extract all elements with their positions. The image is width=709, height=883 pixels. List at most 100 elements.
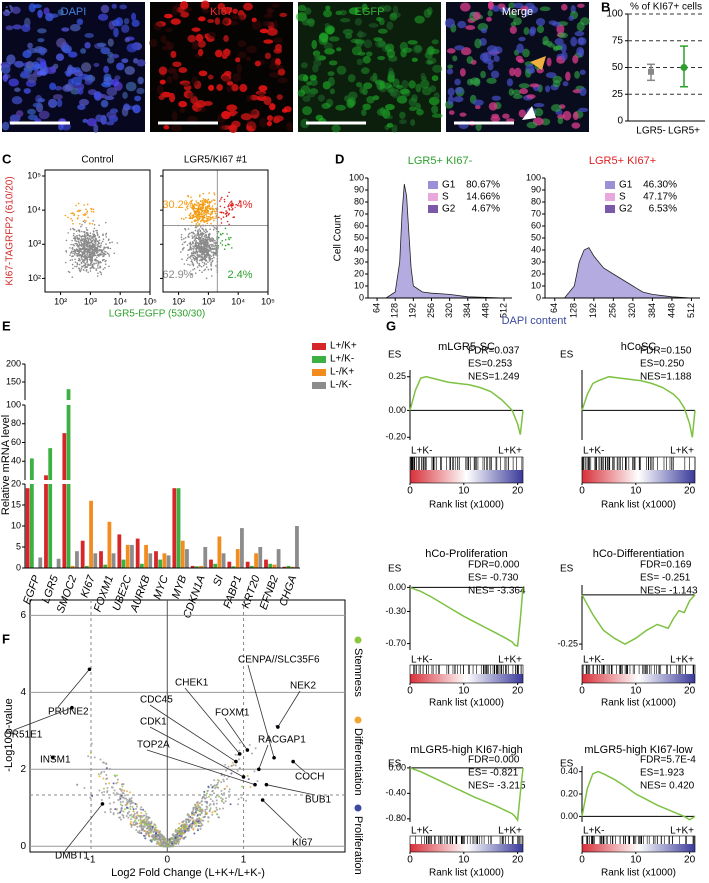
event bbox=[104, 267, 106, 269]
cell bbox=[272, 20, 278, 30]
cell bbox=[411, 94, 418, 103]
event bbox=[203, 252, 205, 255]
cell bbox=[210, 7, 218, 17]
gene-point bbox=[184, 830, 187, 833]
cell bbox=[115, 17, 124, 27]
event bbox=[192, 248, 195, 250]
cell bbox=[480, 27, 488, 34]
event bbox=[102, 238, 105, 241]
gene-point bbox=[276, 725, 280, 729]
gene-point bbox=[112, 801, 115, 804]
cell bbox=[492, 5, 500, 12]
cell bbox=[399, 88, 410, 95]
rank-bar bbox=[410, 470, 523, 483]
event bbox=[208, 249, 211, 252]
cell bbox=[200, 0, 210, 10]
bar bbox=[209, 559, 213, 568]
event bbox=[215, 248, 218, 251]
cell bbox=[386, 49, 396, 58]
gene-point bbox=[207, 816, 210, 819]
statistic: NES= -1.143 bbox=[640, 586, 698, 597]
event bbox=[82, 244, 84, 247]
event bbox=[87, 263, 90, 266]
bar bbox=[240, 528, 244, 568]
x-tick-label: 20 bbox=[512, 855, 524, 866]
y-tick-label: 60 bbox=[531, 220, 541, 230]
event bbox=[77, 229, 80, 231]
gene-point bbox=[253, 770, 256, 773]
legend-dot bbox=[354, 804, 362, 812]
gene-point bbox=[224, 763, 227, 766]
event bbox=[105, 251, 107, 253]
event bbox=[198, 204, 201, 207]
cell bbox=[398, 119, 407, 125]
event bbox=[206, 206, 209, 209]
gene-point bbox=[154, 836, 157, 839]
gene-point bbox=[209, 783, 212, 786]
event bbox=[186, 205, 189, 208]
bar bbox=[125, 544, 130, 568]
event bbox=[208, 204, 211, 206]
gene-point bbox=[173, 842, 176, 845]
gene-point bbox=[171, 842, 174, 845]
event bbox=[193, 216, 195, 219]
cell bbox=[557, 117, 564, 125]
event bbox=[214, 245, 216, 247]
event bbox=[224, 227, 227, 230]
y-tick-label: -0.25 bbox=[557, 638, 578, 648]
event bbox=[100, 244, 102, 246]
cell bbox=[578, 37, 585, 45]
gene-point bbox=[150, 820, 153, 823]
cell bbox=[516, 43, 524, 54]
cell bbox=[374, 80, 386, 85]
gene-point bbox=[176, 833, 179, 836]
gene-point bbox=[132, 810, 135, 813]
axis-label: ES bbox=[388, 564, 402, 575]
label-leader bbox=[224, 717, 248, 751]
event bbox=[78, 269, 81, 272]
event bbox=[198, 237, 201, 240]
event bbox=[74, 253, 76, 256]
event bbox=[86, 248, 88, 251]
event bbox=[89, 235, 91, 238]
gene-point bbox=[140, 808, 143, 811]
cell bbox=[311, 39, 318, 50]
cell bbox=[510, 21, 517, 27]
event bbox=[226, 233, 228, 235]
event bbox=[195, 240, 198, 242]
x-tick-label: 320 bbox=[444, 303, 454, 318]
event bbox=[190, 231, 193, 234]
event bbox=[85, 241, 88, 243]
cell bbox=[336, 47, 342, 52]
cell bbox=[12, 24, 22, 30]
gene-point bbox=[112, 792, 115, 795]
cell bbox=[36, 70, 47, 76]
event bbox=[213, 193, 216, 196]
gene-point bbox=[215, 802, 218, 805]
channel-label: KI67 bbox=[210, 6, 233, 18]
event bbox=[193, 259, 196, 262]
gene-point bbox=[225, 769, 228, 772]
gene-point bbox=[119, 818, 122, 821]
cell bbox=[134, 95, 142, 102]
event bbox=[206, 201, 209, 204]
gene-point bbox=[70, 705, 74, 710]
cell bbox=[366, 96, 375, 104]
event bbox=[68, 271, 71, 274]
event bbox=[203, 221, 205, 223]
gene-point bbox=[147, 834, 150, 837]
cell bbox=[431, 105, 439, 114]
gene-point bbox=[195, 818, 198, 821]
event bbox=[85, 247, 88, 250]
gene-point bbox=[117, 793, 120, 796]
event bbox=[83, 264, 86, 267]
y-tick-label: 0 bbox=[617, 116, 623, 127]
cell bbox=[579, 17, 590, 26]
event bbox=[207, 242, 210, 244]
event bbox=[180, 251, 182, 253]
event bbox=[103, 258, 105, 261]
gene-point bbox=[230, 764, 233, 767]
cell bbox=[568, 15, 574, 21]
event bbox=[199, 194, 201, 196]
axis-label: ES bbox=[388, 759, 402, 770]
